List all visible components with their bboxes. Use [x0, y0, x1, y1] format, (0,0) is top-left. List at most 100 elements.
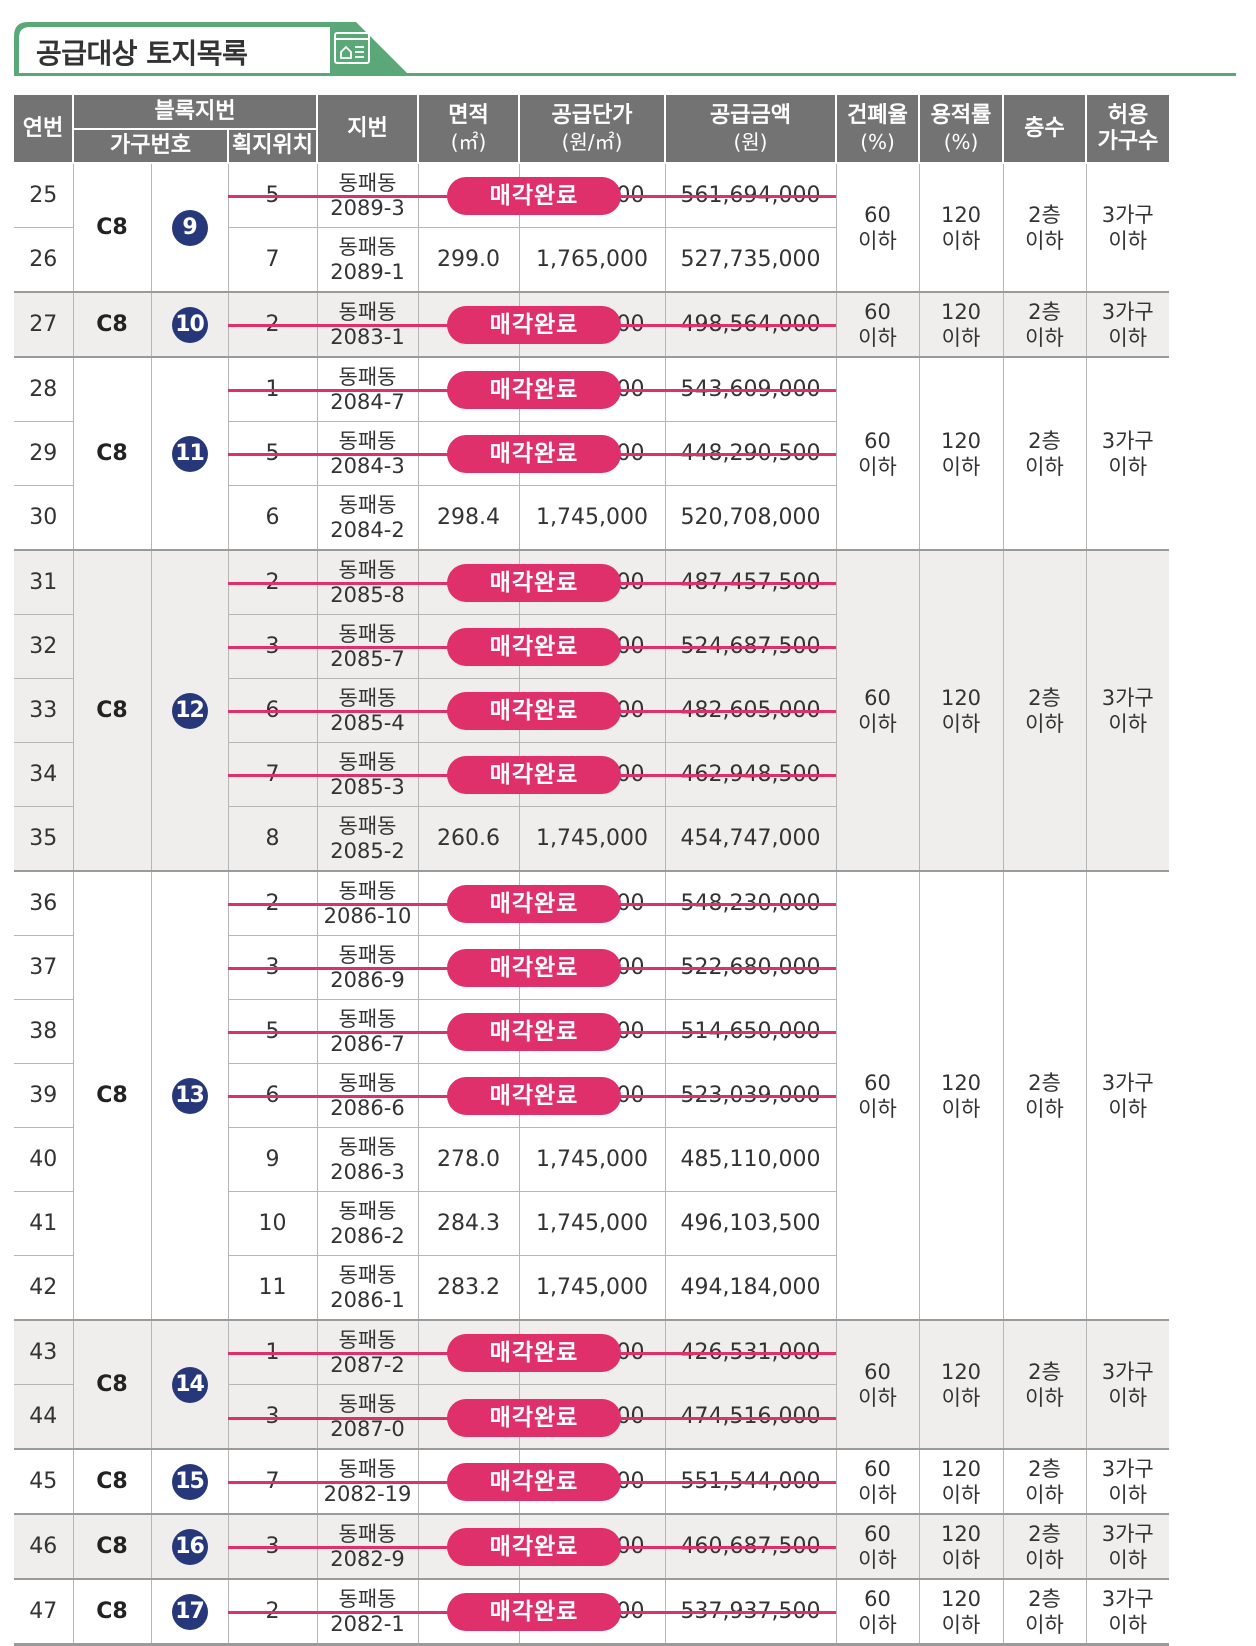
far-qualifier: 이하	[941, 228, 981, 253]
far-qualifier: 이하	[941, 1482, 981, 1507]
jibun-dong: 동패동	[338, 621, 397, 646]
floors-value: 2층	[1028, 299, 1061, 324]
unit-price-cell: 1,745,000	[518, 806, 666, 872]
households-cell: 3가구 이하	[1085, 291, 1169, 358]
jibun-text: 동패동 2085-3	[318, 750, 418, 800]
jibun-text: 동패동 2085-8	[318, 558, 418, 608]
group-number-badge: 10	[171, 306, 208, 343]
jibun-text: 동패동 2085-2	[318, 814, 418, 864]
jibun-dong: 동패동	[338, 749, 397, 774]
serial-cell: 43	[14, 1319, 74, 1385]
floors-value: 2층	[1028, 1456, 1061, 1481]
bcr-qualifier: 이하	[858, 228, 897, 253]
serial-cell: 30	[14, 485, 74, 551]
amount-cell: 520,708,000	[664, 485, 836, 551]
bcr-qualifier: 이하	[858, 1612, 897, 1637]
table-row: 35 8 동패동 2085-2 260.6 1,745,000 454,747,000	[14, 806, 1169, 872]
households-qualifier: 이하	[1108, 1612, 1148, 1637]
sold-badge: 매각완료	[447, 305, 621, 344]
households-text: 3가구 이하	[1087, 1070, 1170, 1122]
jibun-cell: 동패동 2089-1	[316, 227, 419, 293]
households-text: 3가구 이하	[1087, 202, 1170, 254]
households-cell: 3가구 이하	[1085, 870, 1170, 1321]
jibun-dong: 동패동	[338, 1006, 397, 1031]
unit-price-cell: 1,745,000	[518, 485, 666, 551]
households-qualifier: 이하	[1108, 711, 1148, 736]
bcr-text: 60 이하	[837, 202, 919, 254]
far-text: 120 이하	[920, 1070, 1003, 1122]
serial-cell: 33	[14, 678, 74, 743]
jibun-lot: 2085-4	[330, 710, 405, 735]
bcr-text: 60 이하	[837, 1359, 919, 1411]
households-cell: 3가구 이하	[1085, 1513, 1169, 1580]
block-cell: C8	[72, 1578, 152, 1646]
group-no-cell: 17	[150, 1578, 229, 1646]
serial-cell: 37	[14, 935, 74, 1000]
jibun-dong: 동패동	[338, 1070, 397, 1095]
floors-text: 2층 이하	[1004, 1359, 1086, 1411]
far-value: 120	[940, 1456, 982, 1481]
sold-badge: 매각완료	[447, 435, 621, 473]
jibun-text: 동패동 2086-9	[318, 943, 418, 993]
jibun-cell: 동패동 2086-3	[316, 1127, 419, 1192]
sold-badge: 매각완료	[447, 1462, 621, 1501]
far-qualifier: 이하	[941, 1547, 981, 1572]
jibun-dong: 동패동	[338, 813, 397, 838]
bcr-cell: 60 이하	[835, 1448, 920, 1515]
households-qualifier: 이하	[1108, 1096, 1148, 1121]
far-qualifier: 이하	[941, 1096, 981, 1121]
bcr-cell: 60 이하	[835, 1319, 920, 1450]
lot-position-cell: 7	[227, 227, 318, 293]
jibun-cell: 동패동 2086-2	[316, 1191, 419, 1256]
jibun-dong: 동패동	[338, 1262, 397, 1287]
header-floors: 층수	[1003, 95, 1087, 164]
group-no-cell: 13	[150, 870, 229, 1321]
jibun-lot: 2089-1	[330, 259, 405, 284]
bcr-cell: 60 이하	[835, 1513, 920, 1580]
jibun-text: 동패동 2089-1	[318, 235, 418, 285]
bcr-qualifier: 이하	[858, 1547, 897, 1572]
jibun-cell: 동패동 2085-2	[316, 806, 419, 872]
bcr-text: 60 이하	[837, 1070, 919, 1122]
bcr-value: 60	[864, 299, 891, 324]
jibun-lot: 2082-1	[330, 1611, 405, 1636]
header-households-line1: 허용	[1107, 102, 1149, 128]
jibun-dong: 동패동	[338, 1391, 397, 1416]
area-cell: 260.6	[417, 806, 520, 872]
jibun-dong: 동패동	[338, 428, 397, 453]
serial-cell: 34	[14, 742, 74, 807]
far-cell: 120 이하	[918, 1319, 1004, 1450]
jibun-text: 동패동 2086-10	[318, 879, 418, 929]
sold-badge: 매각완료	[447, 692, 621, 730]
jibun-lot: 2082-9	[330, 1546, 405, 1571]
jibun-lot: 2082-19	[323, 1481, 412, 1506]
jibun-dong: 동패동	[338, 364, 397, 389]
bcr-qualifier: 이하	[858, 1096, 897, 1121]
jibun-text: 동패동 2087-0	[318, 1392, 418, 1442]
jibun-text: 동패동 2087-2	[318, 1328, 418, 1378]
header-amount-label: 공급금액	[710, 102, 791, 128]
header-far-label: 용적률	[930, 102, 992, 128]
table-row: 40 9 동패동 2086-3 278.0 1,745,000 485,110,000	[14, 1127, 1169, 1192]
bcr-cell: 60 이하	[835, 162, 920, 293]
bcr-qualifier: 이하	[858, 1482, 897, 1507]
floors-text: 2층 이하	[1004, 685, 1086, 737]
far-text: 120 이하	[920, 299, 1003, 351]
jibun-lot: 2084-7	[330, 389, 405, 414]
households-text: 3가구 이하	[1087, 1586, 1170, 1638]
group-no-cell: 10	[150, 291, 229, 358]
floors-text: 2층 이하	[1004, 1586, 1086, 1638]
amount-cell: 527,735,000	[664, 227, 836, 293]
jibun-cell: 동패동 2084-2	[316, 485, 419, 551]
jibun-lot: 2085-8	[330, 582, 405, 607]
table-row: 42 11 동패동 2086-1 283.2 1,745,000 494,184,000	[14, 1255, 1169, 1321]
far-text: 120 이하	[920, 428, 1003, 480]
jibun-lot: 2087-2	[330, 1352, 405, 1377]
jibun-text: 동패동 2084-7	[318, 365, 418, 415]
jibun-lot: 2089-3	[330, 195, 405, 220]
bcr-value: 60	[864, 428, 891, 453]
area-cell: 298.4	[417, 485, 520, 551]
far-cell: 120 이하	[918, 549, 1004, 872]
households-qualifier: 이하	[1108, 1385, 1148, 1410]
table-row: 30 6 동패동 2084-2 298.4 1,745,000 520,708,000	[14, 485, 1169, 551]
